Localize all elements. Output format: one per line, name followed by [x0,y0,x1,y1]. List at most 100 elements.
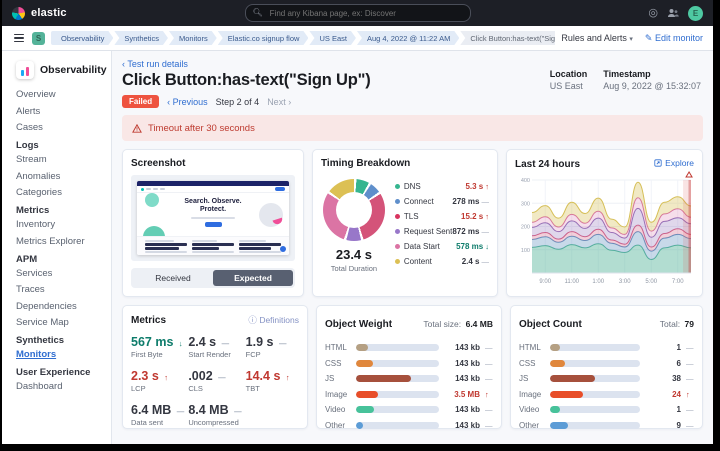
sidebar-item-stream[interactable]: Stream [16,154,47,165]
metric-value: 8.4 MB — [188,403,242,417]
timing-legend-row: Connect 278 ms — [394,194,490,209]
breadcrumb-bar: S Observability Synthetics Monitors Elastic… [2,26,713,51]
breadcrumb-item[interactable]: Aug 4, 2022 @ 11:22 AM [357,31,459,45]
cloud-deployment-icon[interactable]: ◎ [648,6,658,19]
total-duration-label: Total Duration [330,264,378,273]
trend-flat-icon: — [485,405,493,415]
sidebar-section: Synthetics Monitors [16,335,111,360]
global-search[interactable]: 🔍︎ [244,4,471,22]
legend-value: 2.4 s [461,257,480,266]
object-row-other: Other 9 — [519,418,694,434]
user-avatar[interactable]: E [688,5,703,21]
global-search-input[interactable] [267,7,463,19]
metric-uncompressed: 8.4 MB — Uncompressed [188,403,241,427]
sidebar-section-header: User Experience [16,367,91,378]
object-row-other: Other 143 kb — [325,418,493,434]
metric-tbt: 14.4 s ↑ TBT [246,369,299,393]
sidebar-item-monitors[interactable]: Monitors [16,349,57,360]
breadcrumb-item[interactable]: Monitors [169,31,217,45]
screenshot-panel-title: Screenshot [131,158,186,169]
sidebar-item-services[interactable]: Services [16,267,53,279]
object-count-title: Object Count [519,319,582,330]
metric-value: 14.4 s ↑ [245,369,290,383]
received-button[interactable]: Received [133,270,213,286]
total-duration-value: 23.4 s [335,247,373,262]
back-to-test-run-details-link[interactable]: ‹ Test run details [122,59,188,69]
main-content: ‹ Test run details Click Button:has-text… [112,51,713,444]
sidebar-item-service-map[interactable]: Service Map [16,317,69,328]
breadcrumb-item[interactable]: Observability [51,31,113,45]
sidebar-item-dependencies[interactable]: Dependencies [16,300,77,312]
object-row-bar-fill [356,406,375,414]
sidebar-item-cases[interactable]: Cases [16,122,43,133]
breadcrumb-item[interactable]: Synthetics [114,31,168,45]
object-row-label: HTML [519,343,541,353]
screenshot-thumbnail[interactable]: Search. Observe. Protect. [131,175,295,261]
object-weight-title: Object Weight [325,319,393,330]
sidebar-item-anomalies[interactable]: Anomalies [16,170,61,182]
svg-text:3:00: 3:00 [619,279,631,285]
last24-area-chart: 100 200 300 400 9:00 11:00 1:00 3:00 5:00 7:00 [515,170,694,291]
users-icon[interactable] [667,7,679,19]
breadcrumb-item[interactable]: US East [309,31,356,45]
object-row-value: 143 kb [455,358,480,368]
sidebar-item-dashboard[interactable]: Dashboard [16,381,63,392]
menu-toggle-icon[interactable] [12,32,26,45]
definitions-link[interactable]: ⓘ Definitions [248,315,299,325]
elastic-brand[interactable]: elastic [12,6,67,20]
metric-label: Data sent [131,418,164,427]
metric-value: .002 — [188,369,226,383]
last24-panel-title: Last 24 hours [515,159,581,170]
metric-lcp: 2.3 s ↑ LCP [131,369,184,393]
object-row-label: Image [519,389,542,399]
explore-link[interactable]: Explore [654,158,694,168]
object-row-image: Image 3.5 MB ↑ [325,387,493,403]
total-count-label: Total: [659,319,681,329]
legend-value: 5.3 s [465,182,484,191]
trend-flat-icon: — [686,358,694,368]
sidebar-item-traces[interactable]: Traces [16,284,45,295]
trend-up-icon: ↑ [485,212,489,221]
legend-value: 578 ms [456,242,484,251]
metric-label: Uncompressed [188,418,239,427]
sidebar-item-metrics-explorer[interactable]: Metrics Explorer [16,235,85,247]
next-step-button[interactable]: Next › [267,96,292,107]
trend-flat-icon: — [481,257,490,266]
object-row-bar [550,390,640,398]
sidebar-item-alerts[interactable]: Alerts [16,105,41,117]
rules-and-alerts-button[interactable]: Rules and Alerts ▾ [561,33,633,43]
object-row-value: 143 kb [455,420,480,430]
sidebar-item-categories[interactable]: Categories [16,187,62,198]
sidebar-item-inventory[interactable]: Inventory [16,219,56,230]
previous-step-button[interactable]: ‹ Previous [167,96,208,107]
breadcrumb-item[interactable]: Elastic.co signup flow [218,31,309,45]
object-row-label: CSS [325,358,342,368]
total-size-label: Total size: [423,319,462,329]
sidebar-section: Metrics Inventory Metrics Explorer [16,205,111,247]
timing-legend: DNS 5.3 s ↑ Connect 278 ms — TLS 15.2 s ↑ Request… [394,177,490,273]
object-row-label: Image [325,389,348,399]
preview-chat-bubble [280,246,286,252]
legend-dot-icon [394,214,400,219]
object-row-bar-fill [356,421,364,429]
preview-cta-button [204,222,222,228]
svg-text:300: 300 [521,201,530,207]
trend-down-icon: ↓ [485,242,489,251]
screenshot-panel: Screenshot Search. Observe. Protect. [122,149,304,297]
trend-flat-icon: — [686,405,694,415]
object-row-label: JS [519,374,529,384]
object-row-bar [550,359,640,367]
object-row-label: Video [519,405,540,415]
timestamp-meta: Timestamp Aug 9, 2022 @ 15:32:07 [603,69,701,91]
svg-text:11:00: 11:00 [564,279,579,285]
object-row-bar [550,375,640,383]
sidebar-item-overview[interactable]: Overview [16,89,56,100]
expected-button[interactable]: Expected [213,270,293,286]
trend-flat-icon: — [481,197,490,206]
step-indicator: Step 2 of 4 [215,96,260,107]
object-row-bar-fill [356,375,411,383]
object-row-value: 143 kb [455,343,480,353]
edit-monitor-link[interactable]: ✎ Edit monitor [644,32,703,43]
space-badge[interactable]: S [32,31,45,45]
legend-label: Content [403,257,432,266]
